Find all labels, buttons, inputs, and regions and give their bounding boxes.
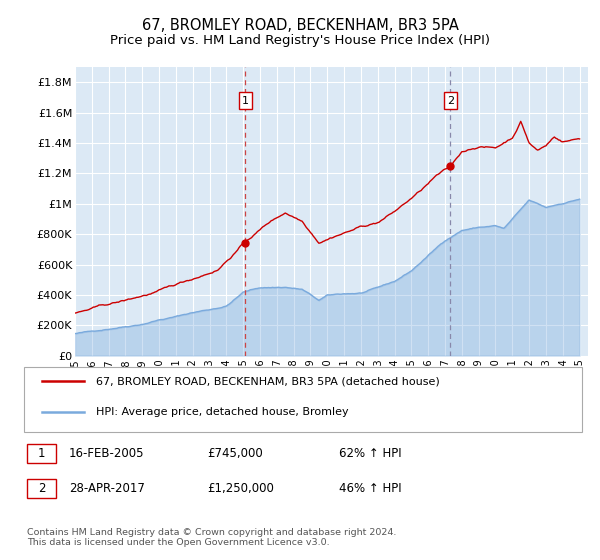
Text: 28-APR-2017: 28-APR-2017 [69, 482, 145, 495]
Text: 67, BROMLEY ROAD, BECKENHAM, BR3 5PA (detached house): 67, BROMLEY ROAD, BECKENHAM, BR3 5PA (de… [96, 376, 440, 386]
Text: £1,250,000: £1,250,000 [207, 482, 274, 495]
Text: HPI: Average price, detached house, Bromley: HPI: Average price, detached house, Brom… [96, 407, 349, 417]
Text: 1: 1 [242, 96, 249, 106]
Text: 62% ↑ HPI: 62% ↑ HPI [339, 447, 401, 460]
Text: 46% ↑ HPI: 46% ↑ HPI [339, 482, 401, 495]
Text: 2: 2 [38, 482, 45, 495]
Text: 1: 1 [38, 447, 45, 460]
Text: 16-FEB-2005: 16-FEB-2005 [69, 447, 145, 460]
Text: 67, BROMLEY ROAD, BECKENHAM, BR3 5PA: 67, BROMLEY ROAD, BECKENHAM, BR3 5PA [142, 18, 458, 34]
Text: Price paid vs. HM Land Registry's House Price Index (HPI): Price paid vs. HM Land Registry's House … [110, 34, 490, 46]
Text: Contains HM Land Registry data © Crown copyright and database right 2024.
This d: Contains HM Land Registry data © Crown c… [27, 528, 397, 547]
Text: £745,000: £745,000 [207, 447, 263, 460]
Text: 2: 2 [447, 96, 454, 106]
